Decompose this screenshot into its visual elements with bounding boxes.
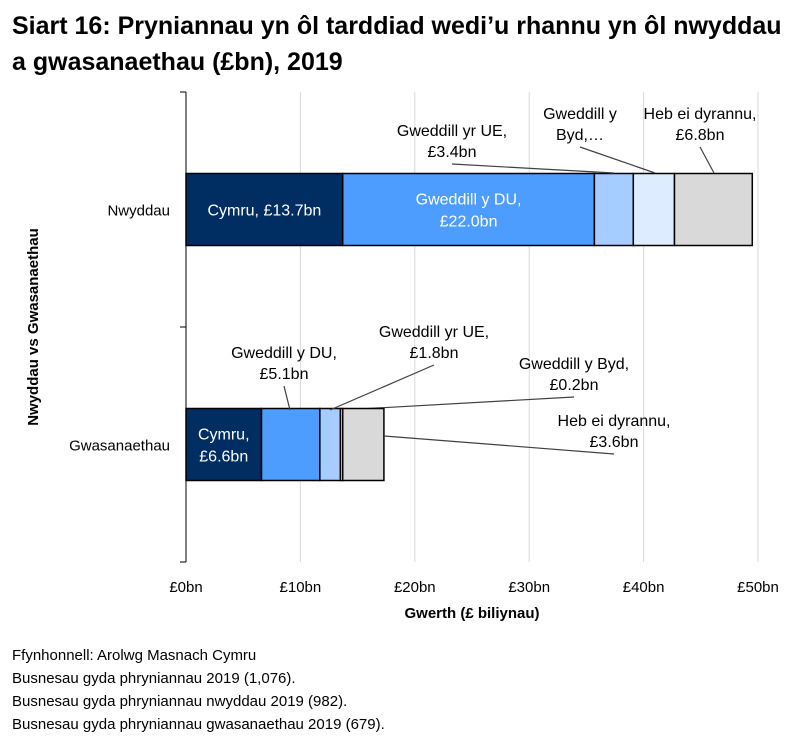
bar-segment bbox=[185, 407, 263, 482]
data-label: Heb ei dyrannu, bbox=[558, 413, 671, 430]
data-label: Cymru, £13.7bn bbox=[207, 203, 321, 220]
data-label: Gweddill y bbox=[543, 106, 617, 123]
data-label: Gweddill y DU, bbox=[231, 345, 337, 362]
bar-segment bbox=[632, 172, 676, 247]
data-label: £3.4bn bbox=[428, 144, 477, 161]
data-label: £6.6bn bbox=[199, 449, 248, 466]
data-label: Gweddill y DU, bbox=[416, 192, 522, 209]
source-note: Ffynhonnell: Arolwg Masnach Cymru bbox=[12, 647, 257, 664]
leader-line bbox=[699, 146, 715, 174]
y-axis-title: Nwyddau vs Gwasanaethau bbox=[25, 228, 42, 426]
leader-line bbox=[451, 163, 615, 174]
bar-segment bbox=[319, 407, 342, 482]
data-label: £3.6bn bbox=[590, 434, 639, 451]
data-label: £22.0bn bbox=[440, 214, 498, 231]
note-2: Busnesau gyda phryniannau nwyddau 2019 (… bbox=[12, 693, 348, 710]
data-label: Byd,… bbox=[556, 127, 604, 144]
data-label: Gweddill y Byd, bbox=[519, 356, 629, 373]
bar-segment bbox=[341, 172, 596, 247]
leader-line bbox=[283, 385, 291, 411]
bar-segment bbox=[673, 172, 754, 247]
data-label: Heb ei dyrannu, bbox=[644, 106, 757, 123]
data-label: £6.8bn bbox=[676, 127, 725, 144]
chart-title: Siart 16: Pryniannau yn ôl tarddiad wedi… bbox=[12, 12, 782, 76]
x-tick-label: £10bn bbox=[280, 579, 322, 596]
leader-line bbox=[579, 146, 656, 174]
leader-line bbox=[329, 364, 435, 411]
data-label: £1.8bn bbox=[410, 345, 459, 362]
x-axis-title: Gwerth (£ biliynau) bbox=[404, 605, 539, 622]
data-label: Cymru, bbox=[198, 427, 250, 444]
x-tick-label: £50bn bbox=[737, 579, 779, 596]
x-tick-label: £30bn bbox=[508, 579, 550, 596]
note-1: Busnesau gyda phryniannau 2019 (1,076). bbox=[12, 670, 296, 687]
data-label: £5.1bn bbox=[260, 366, 309, 383]
leader-line bbox=[383, 435, 615, 455]
x-tick-label: £40bn bbox=[623, 579, 665, 596]
x-tick-label: £0bn bbox=[169, 579, 202, 596]
note-3: Busnesau gyda phryniannau gwasanaethau 2… bbox=[12, 716, 385, 733]
x-tick-label: £20bn bbox=[394, 579, 436, 596]
y-category-label: Nwyddau bbox=[107, 203, 170, 220]
bar-segment bbox=[185, 172, 344, 247]
data-label: Gweddill yr UE, bbox=[397, 123, 507, 140]
bar-segment bbox=[593, 172, 635, 247]
bar-segment bbox=[341, 407, 385, 482]
y-category-label: Gwasanaethau bbox=[69, 438, 170, 455]
bar-segment bbox=[260, 407, 321, 482]
data-label: Gweddill yr UE, bbox=[379, 324, 489, 341]
chart-notes: Ffynhonnell: Arolwg Masnach Cymru Busnes… bbox=[12, 644, 385, 736]
data-label: £0.2bn bbox=[550, 377, 599, 394]
